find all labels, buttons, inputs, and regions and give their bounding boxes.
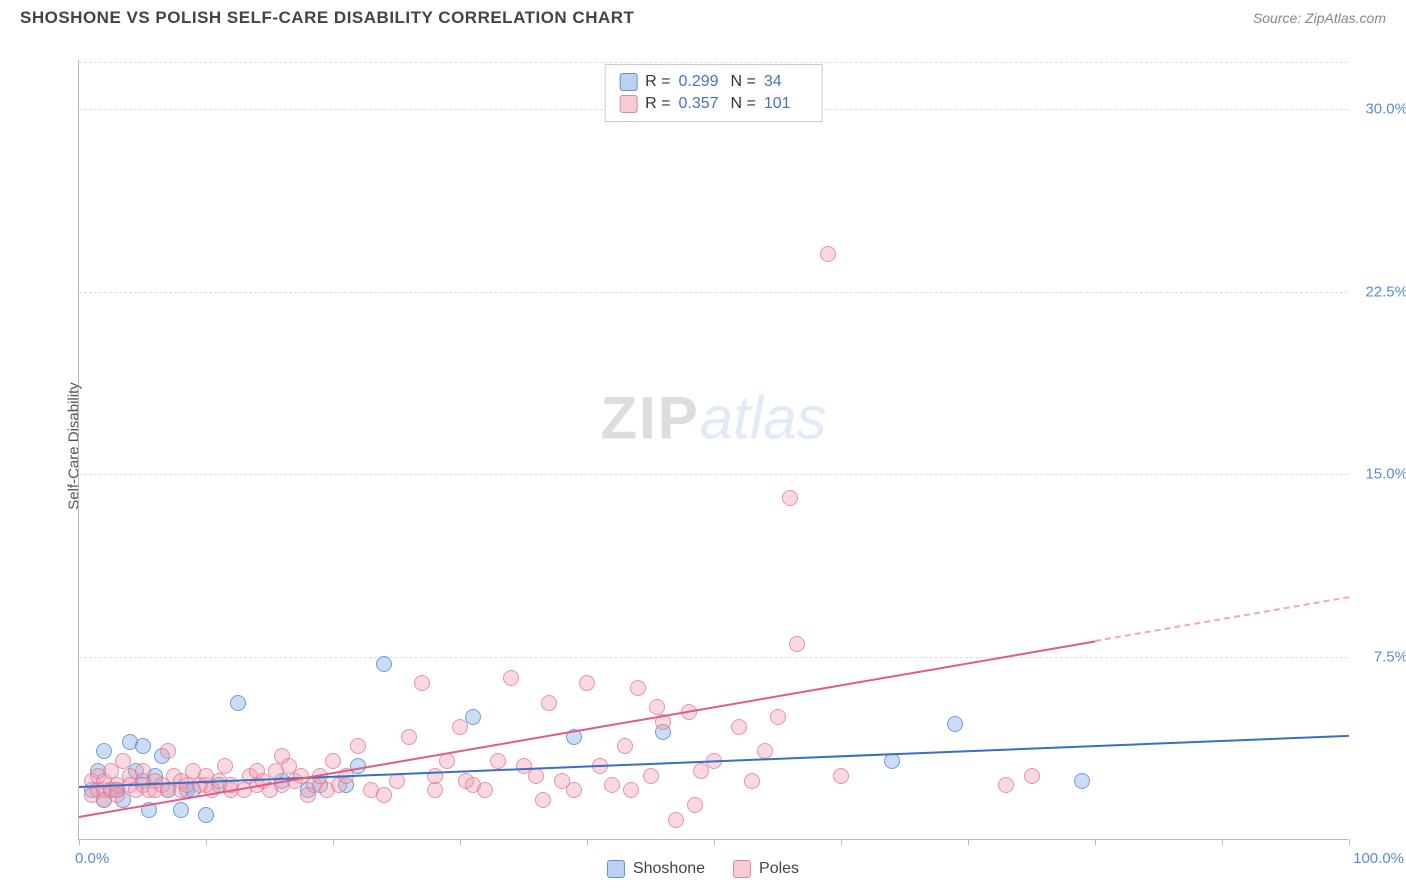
data-point: [115, 753, 131, 769]
data-point: [566, 782, 582, 798]
swatch-blue-icon: [607, 860, 625, 878]
chart-area: ZIPatlas R = 0.299 N = 34 R = 0.357 N = …: [48, 40, 1386, 842]
data-point: [649, 699, 665, 715]
data-point: [414, 675, 430, 691]
data-point: [528, 768, 544, 784]
data-point: [1024, 768, 1040, 784]
y-tick-label: 7.5%: [1353, 649, 1406, 666]
legend-stats-row: R = 0.357 N = 101: [619, 93, 808, 115]
y-tick-label: 15.0%: [1353, 466, 1406, 483]
plot-region: ZIPatlas R = 0.299 N = 34 R = 0.357 N = …: [78, 60, 1348, 840]
x-tick: [587, 839, 588, 845]
data-point: [160, 743, 176, 759]
x-tick-label: 100.0%: [1353, 850, 1404, 867]
data-point: [744, 773, 760, 789]
data-point: [731, 719, 747, 735]
legend-item: Poles: [733, 860, 799, 878]
watermark-zip: ZIP: [600, 385, 699, 452]
x-tick: [79, 839, 80, 845]
r-label: R =: [645, 73, 670, 91]
gridline: [79, 62, 1348, 63]
swatch-blue-icon: [619, 73, 637, 91]
swatch-pink-icon: [619, 95, 637, 113]
data-point: [643, 768, 659, 784]
data-point: [617, 738, 633, 754]
n-value: 34: [764, 73, 808, 91]
data-point: [427, 782, 443, 798]
data-point: [668, 812, 684, 828]
y-tick-label: 30.0%: [1353, 100, 1406, 117]
chart-source: Source: ZipAtlas.com: [1253, 10, 1386, 26]
data-point: [541, 695, 557, 711]
data-point: [325, 753, 341, 769]
gridline: [79, 657, 1348, 658]
x-tick: [841, 839, 842, 845]
data-point: [96, 743, 112, 759]
x-tick: [714, 839, 715, 845]
data-point: [401, 729, 417, 745]
data-point: [630, 680, 646, 696]
data-point: [687, 797, 703, 813]
x-tick: [206, 839, 207, 845]
data-point: [1074, 773, 1090, 789]
legend-label: Shoshone: [633, 860, 705, 878]
trend-line: [1095, 596, 1349, 642]
x-tick: [333, 839, 334, 845]
data-point: [579, 675, 595, 691]
data-point: [350, 738, 366, 754]
data-point: [217, 758, 233, 774]
r-value: 0.299: [679, 73, 723, 91]
data-point: [173, 802, 189, 818]
data-point: [376, 656, 392, 672]
data-point: [135, 738, 151, 754]
gridline: [79, 474, 1348, 475]
data-point: [820, 246, 836, 262]
data-point: [947, 716, 963, 732]
data-point: [789, 636, 805, 652]
data-point: [782, 490, 798, 506]
legend-stats: R = 0.299 N = 34 R = 0.357 N = 101: [604, 64, 823, 122]
chart-header: SHOSHONE VS POLISH SELF-CARE DISABILITY …: [0, 0, 1406, 32]
data-point: [477, 782, 493, 798]
r-value: 0.357: [679, 95, 723, 113]
data-point: [452, 719, 468, 735]
data-point: [757, 743, 773, 759]
x-tick: [460, 839, 461, 845]
trend-line: [79, 640, 1095, 817]
x-tick: [1095, 839, 1096, 845]
data-point: [535, 792, 551, 808]
x-tick-label: 0.0%: [75, 850, 109, 867]
y-tick-label: 22.5%: [1353, 283, 1406, 300]
data-point: [198, 807, 214, 823]
data-point: [770, 709, 786, 725]
data-point: [623, 782, 639, 798]
data-point: [427, 768, 443, 784]
legend-label: Poles: [759, 860, 799, 878]
data-point: [376, 787, 392, 803]
legend-series: Shoshone Poles: [607, 860, 799, 878]
data-point: [490, 753, 506, 769]
data-point: [998, 777, 1014, 793]
gridline: [79, 292, 1348, 293]
n-label: N =: [731, 73, 756, 91]
watermark-atlas: atlas: [700, 385, 827, 452]
x-tick: [1349, 839, 1350, 845]
n-label: N =: [731, 95, 756, 113]
r-label: R =: [645, 95, 670, 113]
x-tick: [968, 839, 969, 845]
data-point: [439, 753, 455, 769]
legend-stats-row: R = 0.299 N = 34: [619, 71, 808, 93]
chart-title: SHOSHONE VS POLISH SELF-CARE DISABILITY …: [20, 8, 634, 28]
data-point: [833, 768, 849, 784]
watermark: ZIPatlas: [600, 384, 826, 453]
legend-item: Shoshone: [607, 860, 705, 878]
swatch-pink-icon: [733, 860, 751, 878]
data-point: [230, 695, 246, 711]
data-point: [503, 670, 519, 686]
n-value: 101: [764, 95, 808, 113]
data-point: [604, 777, 620, 793]
x-tick: [1222, 839, 1223, 845]
